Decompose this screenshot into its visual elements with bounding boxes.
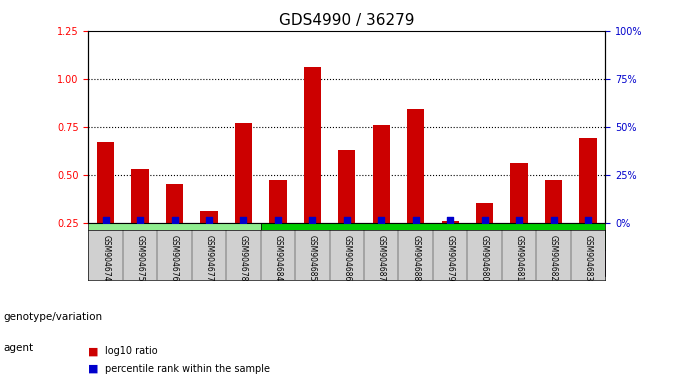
Text: genotype/variation: genotype/variation bbox=[3, 312, 103, 322]
Text: ■: ■ bbox=[88, 364, 99, 374]
Text: db/+: db/+ bbox=[161, 231, 188, 241]
Bar bbox=[476, 204, 493, 270]
Bar bbox=[201, 211, 218, 270]
Text: GSM904677: GSM904677 bbox=[205, 235, 214, 282]
Text: GSM904675: GSM904675 bbox=[135, 235, 145, 282]
Text: percentile rank within the sample: percentile rank within the sample bbox=[105, 364, 271, 374]
Title: GDS4990 / 36279: GDS4990 / 36279 bbox=[279, 13, 415, 28]
Point bbox=[273, 217, 284, 223]
Text: GSM904676: GSM904676 bbox=[170, 235, 179, 282]
Bar bbox=[97, 142, 114, 270]
Point bbox=[341, 217, 352, 223]
Text: GSM904685: GSM904685 bbox=[308, 235, 317, 282]
FancyBboxPatch shape bbox=[433, 250, 605, 276]
Point bbox=[583, 217, 594, 223]
Text: GSM904680: GSM904680 bbox=[480, 235, 489, 282]
FancyBboxPatch shape bbox=[260, 250, 433, 276]
Point bbox=[548, 217, 559, 223]
Bar bbox=[441, 221, 459, 270]
Bar bbox=[131, 169, 149, 270]
Point bbox=[307, 217, 318, 223]
Text: agent: agent bbox=[3, 343, 33, 353]
Point bbox=[410, 217, 421, 223]
Point bbox=[376, 217, 387, 223]
FancyBboxPatch shape bbox=[88, 250, 260, 276]
Point bbox=[203, 217, 214, 223]
Text: ■: ■ bbox=[88, 346, 99, 356]
Text: none: none bbox=[505, 258, 533, 268]
Bar bbox=[511, 163, 528, 270]
Point bbox=[479, 217, 490, 223]
Text: GSM904687: GSM904687 bbox=[377, 235, 386, 282]
Text: GSM904678: GSM904678 bbox=[239, 235, 248, 282]
Text: log10 ratio: log10 ratio bbox=[105, 346, 158, 356]
Text: rosiglitazone: rosiglitazone bbox=[311, 258, 382, 268]
Bar bbox=[373, 125, 390, 270]
Bar bbox=[166, 184, 183, 270]
Text: GSM904688: GSM904688 bbox=[411, 235, 420, 281]
Text: GSM904681: GSM904681 bbox=[515, 235, 524, 281]
Point bbox=[513, 217, 524, 223]
Bar bbox=[407, 109, 424, 270]
Point bbox=[135, 217, 146, 223]
Text: GSM904686: GSM904686 bbox=[342, 235, 352, 282]
Point bbox=[238, 217, 249, 223]
Bar bbox=[235, 123, 252, 270]
Bar bbox=[338, 150, 356, 270]
Text: GSM904679: GSM904679 bbox=[445, 235, 455, 282]
Point bbox=[169, 217, 180, 223]
Text: none: none bbox=[160, 258, 188, 268]
Point bbox=[445, 217, 456, 223]
FancyBboxPatch shape bbox=[260, 223, 605, 250]
Text: GSM904674: GSM904674 bbox=[101, 235, 110, 282]
Bar bbox=[269, 180, 286, 270]
Text: GSM904684: GSM904684 bbox=[273, 235, 282, 282]
Bar bbox=[545, 180, 562, 270]
Bar bbox=[579, 138, 596, 270]
Text: db/db: db/db bbox=[417, 231, 449, 241]
Text: GSM904683: GSM904683 bbox=[583, 235, 592, 282]
Point bbox=[100, 217, 111, 223]
Text: GSM904682: GSM904682 bbox=[549, 235, 558, 281]
Bar bbox=[304, 67, 321, 270]
FancyBboxPatch shape bbox=[88, 223, 260, 250]
